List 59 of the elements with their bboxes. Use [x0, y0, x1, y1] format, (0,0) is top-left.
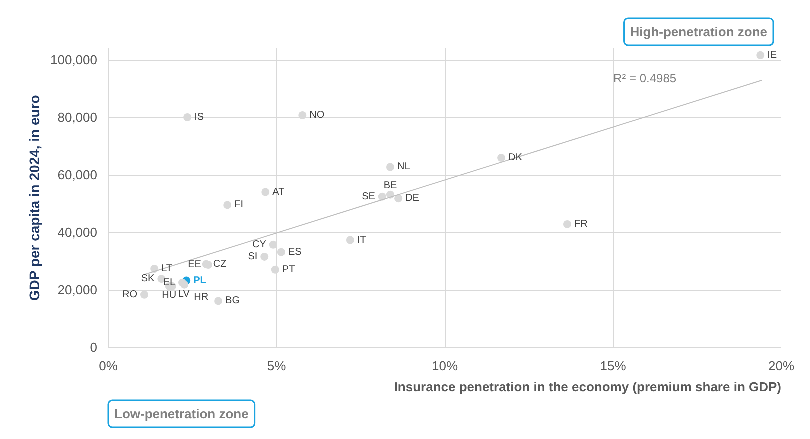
- point: [563, 220, 572, 228]
- data-label: DK: [508, 152, 523, 164]
- point: [184, 114, 192, 122]
- data-label: IS: [194, 112, 204, 123]
- y-tick-label: 80,000: [58, 110, 98, 125]
- x-tick-label: 0%: [99, 358, 118, 374]
- data-label: NO: [310, 110, 325, 121]
- data-label: IT: [357, 234, 366, 246]
- data-label: PL: [194, 275, 206, 286]
- data-label: RO: [122, 289, 138, 300]
- x-tick-label: 10%: [432, 358, 458, 374]
- y-tick-label: 20,000: [58, 282, 98, 298]
- data-label: FI: [234, 200, 244, 211]
- x-tick-label: 5%: [267, 358, 287, 374]
- data-label: PT: [282, 264, 296, 276]
- data-label: NL: [397, 162, 411, 173]
- y-tick-label: 0: [90, 340, 98, 355]
- point: [277, 248, 286, 256]
- x-tick-label: 15%: [600, 358, 627, 374]
- data-label: HR: [194, 292, 209, 304]
- annotation: R² = 0.4985: [614, 72, 677, 86]
- y-tick-label: 40,000: [58, 225, 98, 240]
- data-label: SE: [362, 191, 376, 202]
- data-label: LT: [162, 264, 173, 275]
- data-label: FR: [574, 218, 588, 230]
- data-label: EL: [163, 277, 176, 288]
- data-label: ES: [288, 246, 302, 258]
- y-tick-label: 100,000: [50, 52, 98, 68]
- point: [298, 111, 307, 120]
- data-label: EE: [188, 259, 202, 270]
- data-label: SI: [248, 251, 258, 262]
- point: [498, 154, 506, 162]
- data-label: CY: [252, 239, 267, 250]
- y-axis-title: GDP per capita in 2024, in euro: [26, 95, 43, 302]
- y-tick-label: 60,000: [58, 168, 98, 182]
- point: [224, 201, 232, 210]
- point: [260, 252, 269, 261]
- point: [386, 163, 394, 172]
- data-label: HU: [162, 290, 177, 302]
- data-label: DE: [406, 193, 420, 204]
- point: [262, 188, 270, 196]
- point: [271, 266, 280, 274]
- data-label: BG: [226, 296, 240, 307]
- data-label: CZ: [213, 258, 227, 270]
- text: High-penetration zone: [630, 24, 768, 40]
- point: [394, 194, 403, 203]
- data-label: LV: [178, 289, 190, 300]
- data-label: AT: [272, 186, 285, 198]
- text: Low-penetration zone: [114, 406, 249, 422]
- data-label: SK: [141, 274, 155, 285]
- data-label: IE: [768, 50, 778, 61]
- point: [269, 240, 278, 249]
- point: [346, 236, 354, 244]
- point: [214, 297, 223, 306]
- point: [756, 51, 765, 60]
- x-axis-title: Insurance penetration in the economy (premium share in GDP): [394, 380, 782, 394]
- x-tick-label: 20%: [768, 358, 795, 374]
- point: [140, 290, 149, 299]
- data-label: BE: [384, 180, 398, 192]
